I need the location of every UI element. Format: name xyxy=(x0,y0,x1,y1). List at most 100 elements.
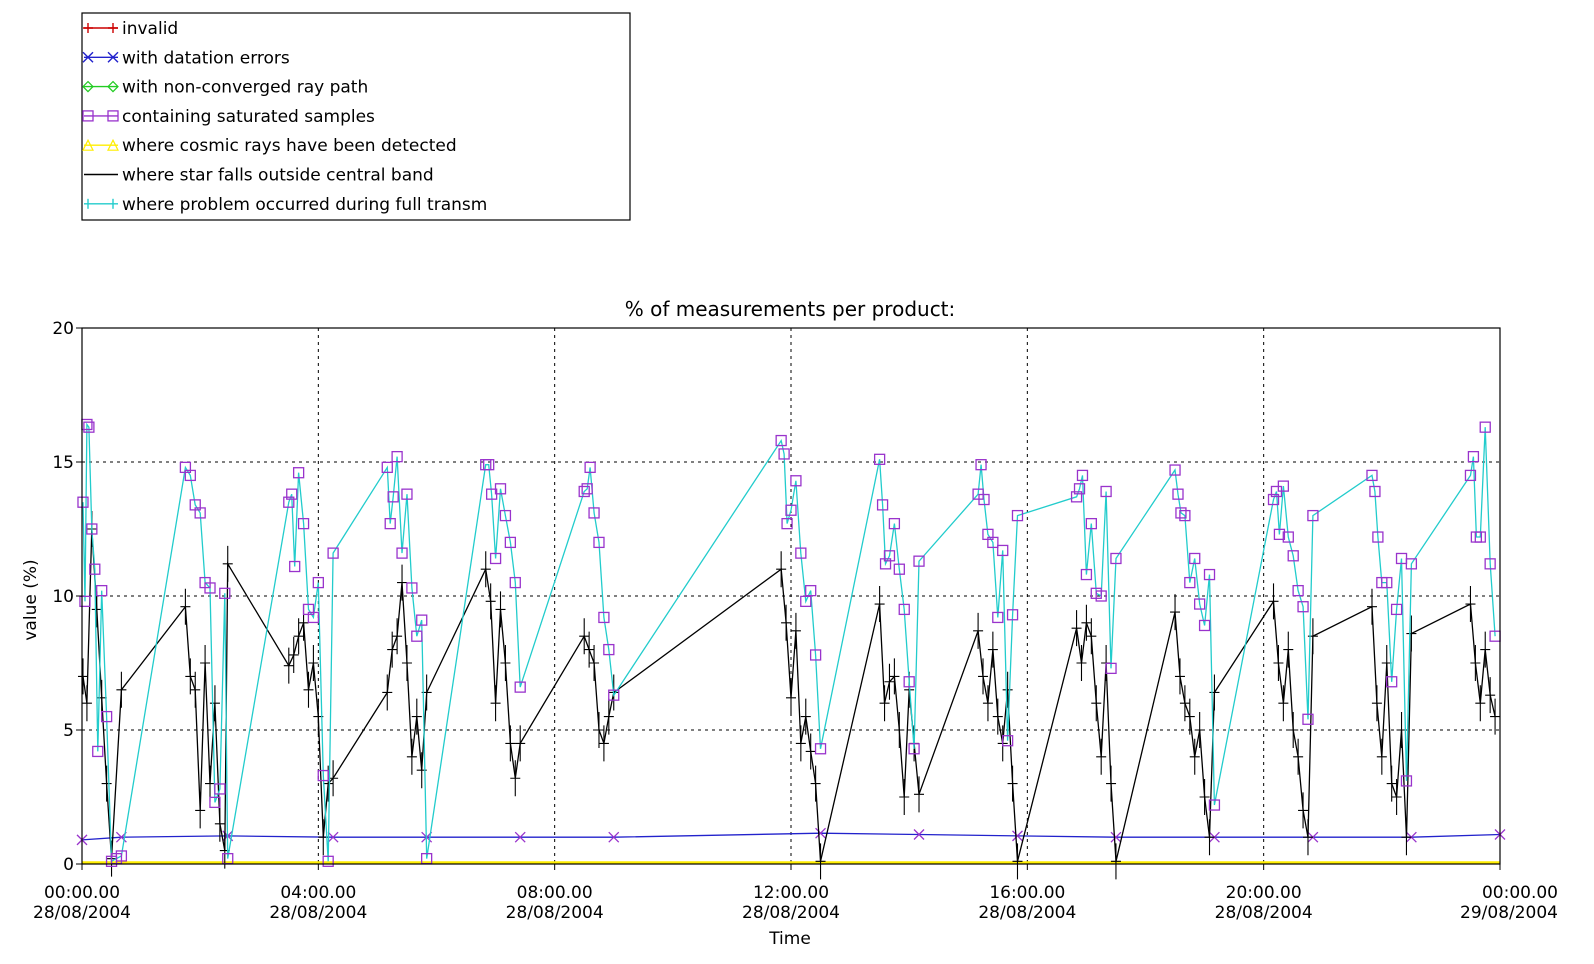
data-point xyxy=(1110,552,1122,565)
x-tick-label: 08:00.00 xyxy=(517,883,593,903)
error-bar xyxy=(1012,843,1023,880)
data-point xyxy=(286,488,298,500)
data-point xyxy=(1366,469,1378,482)
data-point xyxy=(603,643,615,656)
data-point xyxy=(898,603,910,616)
legend-label: invalid xyxy=(122,19,178,39)
legend-marker xyxy=(108,23,118,33)
data-point xyxy=(1297,601,1309,613)
data-point xyxy=(100,710,113,723)
error-bar xyxy=(96,679,107,716)
error-bar xyxy=(1174,658,1185,695)
data-point xyxy=(1372,531,1384,543)
error-bar xyxy=(490,685,501,722)
data-point xyxy=(1464,469,1477,482)
error-bar xyxy=(200,645,211,681)
data-point xyxy=(1386,676,1398,688)
error-bar xyxy=(1366,588,1377,625)
x-tick-label: 28/08/2004 xyxy=(978,903,1076,923)
error-bar xyxy=(1268,583,1279,620)
data-point xyxy=(1307,509,1319,522)
data-point xyxy=(913,555,925,567)
data-point xyxy=(194,507,206,519)
data-point xyxy=(588,507,600,519)
x-tick-label: 16:00.00 xyxy=(989,883,1065,903)
data-point xyxy=(1080,568,1093,581)
x-tick-label: 28/08/2004 xyxy=(742,903,840,923)
error-bar xyxy=(786,679,796,716)
error-bar xyxy=(515,725,526,762)
data-point xyxy=(381,461,393,474)
data-point xyxy=(809,649,822,661)
error-bar xyxy=(593,712,604,748)
data-point xyxy=(1287,550,1299,562)
grid xyxy=(82,328,1500,864)
data-point xyxy=(883,550,896,562)
data-point xyxy=(1070,491,1083,503)
data-point xyxy=(1273,528,1286,541)
error-bar xyxy=(293,618,304,655)
error-bar xyxy=(397,564,408,601)
error-bar xyxy=(195,792,206,829)
data-point xyxy=(1100,485,1112,498)
data-point xyxy=(1479,421,1491,433)
data-point xyxy=(292,467,305,479)
legend-marker xyxy=(82,110,94,122)
error-bar xyxy=(1204,819,1215,856)
x-tick-label: 28/08/2004 xyxy=(506,903,604,923)
data-point xyxy=(1189,552,1201,565)
error-bar xyxy=(1480,631,1491,668)
error-bar xyxy=(303,671,314,708)
error-bar xyxy=(884,663,895,700)
data-point xyxy=(1369,485,1381,498)
data-point xyxy=(1001,735,1014,747)
data-point xyxy=(1006,609,1019,621)
data-point xyxy=(1073,483,1086,495)
error-bar xyxy=(1288,712,1299,748)
data-point xyxy=(327,547,339,559)
legend-label: where star falls outside central band xyxy=(122,166,434,186)
error-bar xyxy=(91,591,102,628)
data-point xyxy=(1194,598,1206,610)
x-tick-label: 12:00.00 xyxy=(753,883,829,903)
data-point xyxy=(873,453,886,465)
error-bar xyxy=(406,738,417,775)
data-point xyxy=(992,611,1004,624)
y-axis: 0 5 10 15 20 xyxy=(52,319,82,875)
error-bar xyxy=(1091,685,1102,722)
error-bar xyxy=(387,631,398,668)
error-bar xyxy=(1007,765,1018,802)
data-point xyxy=(1169,464,1181,476)
x-tick-label: 04:00.00 xyxy=(280,883,356,903)
data-point xyxy=(1011,509,1024,522)
legend-marker xyxy=(83,23,93,33)
x-tick-label: 00:00.00 xyxy=(1482,883,1558,903)
data-point xyxy=(903,676,915,688)
data-point xyxy=(1302,713,1314,725)
data-point xyxy=(805,584,817,597)
error-bar xyxy=(1194,712,1205,748)
x-tick-label: 28/08/2004 xyxy=(269,903,367,923)
error-bar xyxy=(1106,765,1117,802)
data-point xyxy=(1184,576,1196,589)
data-point xyxy=(1172,488,1184,500)
error-bar xyxy=(603,698,614,735)
error-bar xyxy=(1110,843,1121,880)
data-point xyxy=(584,461,596,474)
data-point xyxy=(89,563,101,575)
x-tick-label: 28/08/2004 xyxy=(1215,903,1313,923)
error-bar xyxy=(973,612,984,649)
x-tick-label: 20:00.00 xyxy=(1226,883,1302,903)
error-bar xyxy=(589,645,600,681)
data-point xyxy=(1484,558,1496,570)
legend-label: with non-converged ray path xyxy=(122,78,368,98)
error-bar xyxy=(1170,594,1181,631)
error-bar xyxy=(1209,674,1220,711)
error-bar xyxy=(1199,779,1210,815)
data-point xyxy=(209,796,221,809)
error-bar xyxy=(874,586,885,623)
data-point xyxy=(593,536,605,549)
error-bar xyxy=(392,618,403,655)
error-bar xyxy=(1381,645,1392,681)
error-bar xyxy=(1376,738,1387,775)
